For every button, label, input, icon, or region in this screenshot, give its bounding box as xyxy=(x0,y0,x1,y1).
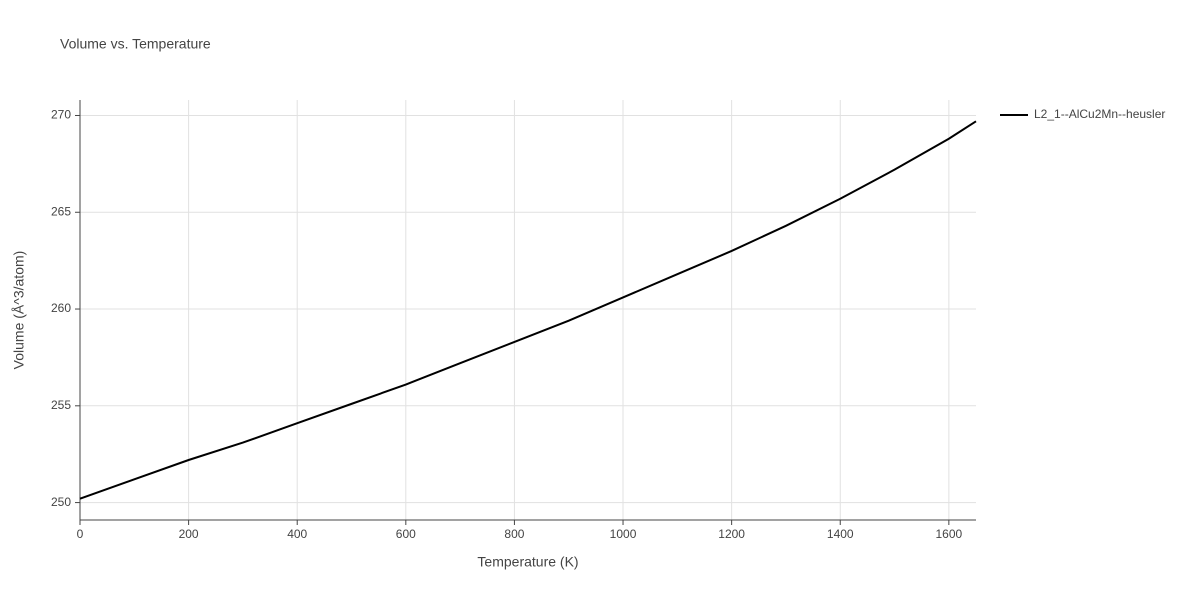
x-tick-label: 1600 xyxy=(935,527,962,541)
x-tick-label: 1200 xyxy=(718,527,745,541)
y-tick-label: 265 xyxy=(51,204,71,218)
y-axis-label: Volume (Å^3/atom) xyxy=(11,251,27,370)
chart-title: Volume vs. Temperature xyxy=(60,36,211,52)
x-tick-label: 0 xyxy=(77,527,84,541)
x-tick-label: 600 xyxy=(396,527,416,541)
x-tick-label: 1000 xyxy=(610,527,637,541)
y-tick-label: 260 xyxy=(51,301,71,315)
legend-label: L2_1--AlCu2Mn--heusler xyxy=(1034,107,1165,121)
y-tick-label: 250 xyxy=(51,495,71,509)
y-tick-label: 255 xyxy=(51,398,71,412)
x-tick-label: 1400 xyxy=(827,527,854,541)
x-tick-label: 800 xyxy=(504,527,524,541)
series-line xyxy=(79,120,977,500)
x-axis-label: Temperature (K) xyxy=(477,554,578,570)
x-tick-label: 200 xyxy=(179,527,199,541)
y-tick-label: 270 xyxy=(51,108,71,122)
x-tick-label: 400 xyxy=(287,527,307,541)
